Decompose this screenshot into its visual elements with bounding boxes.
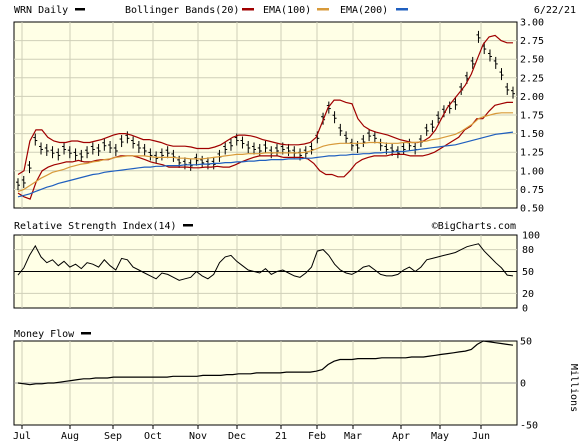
ema100-label: EMA(100) bbox=[263, 5, 311, 16]
money-flow-series-group bbox=[17, 340, 514, 386]
ema200-label: EMA(200) bbox=[340, 5, 388, 16]
money-flow-y-tick-label: 50 bbox=[520, 337, 532, 348]
x-tick-label: Sep bbox=[104, 431, 122, 442]
price-y-tick-label: 1.25 bbox=[520, 148, 544, 159]
symbol-label: WRN Daily bbox=[14, 5, 68, 16]
rsi-series-group bbox=[17, 243, 514, 281]
price-legend-swatch bbox=[75, 8, 85, 11]
bollinger-legend-swatch bbox=[242, 8, 254, 11]
ema100-line bbox=[17, 112, 513, 193]
ema100-legend-swatch bbox=[317, 8, 329, 11]
price-y-tick-label: 2.75 bbox=[520, 36, 544, 47]
price-y-tick-label: 2.50 bbox=[520, 55, 544, 66]
price-y-tick-label: 0.50 bbox=[520, 204, 544, 215]
rsi-y-tick-label: 100 bbox=[522, 231, 540, 242]
money-flow-line bbox=[17, 340, 514, 386]
x-tick-label: Dec bbox=[228, 431, 246, 442]
x-tick-label: Jul bbox=[13, 431, 31, 442]
x-tick-label: 21 bbox=[275, 431, 287, 442]
x-tick-label: Mar bbox=[344, 431, 362, 442]
rsi-y-tick-label: 0 bbox=[522, 304, 528, 315]
price-y-tick-label: 1.75 bbox=[520, 111, 544, 122]
x-tick-label: Aug bbox=[61, 431, 79, 442]
ema200-legend-swatch bbox=[396, 8, 408, 11]
rsi-legend-swatch bbox=[183, 224, 193, 227]
x-tick-label: Feb bbox=[308, 431, 326, 442]
rsi-line bbox=[17, 243, 514, 281]
price-y-tick-label: 2.00 bbox=[520, 92, 544, 103]
money-flow-y-tick-label: 0 bbox=[520, 379, 526, 390]
price-y-tick-label: 1.00 bbox=[520, 166, 544, 177]
watermark: ©BigCharts.com bbox=[432, 221, 516, 232]
x-tick-label: Apr bbox=[392, 431, 410, 442]
x-tick-label: May bbox=[431, 431, 449, 442]
price-y-tick-label: 2.25 bbox=[520, 73, 544, 84]
ema200-line bbox=[17, 131, 514, 198]
money-flow-ylabel: Millions bbox=[568, 364, 579, 412]
rsi-y-ticks: 100 80 50 20 0 bbox=[522, 231, 540, 315]
x-tick-label: Nov bbox=[189, 431, 207, 442]
money-flow-legend-swatch bbox=[81, 332, 91, 335]
money-flow-title: Money Flow bbox=[14, 329, 75, 340]
bollinger-lower bbox=[17, 101, 513, 200]
price-y-tick-label: 3.00 bbox=[520, 18, 544, 29]
bollinger-upper bbox=[17, 34, 513, 176]
x-tick-label: Jun bbox=[472, 431, 490, 442]
price-y-tick-label: 1.50 bbox=[520, 129, 544, 140]
rsi-grid bbox=[14, 235, 517, 308]
money-flow-y-tick-label: -50 bbox=[520, 421, 538, 432]
x-axis: Jul Aug Sep Oct Nov Dec 21 Feb Mar Apr May Jun bbox=[13, 425, 490, 442]
chart-date: 6/22/21 bbox=[534, 5, 576, 16]
rsi-y-tick-label: 80 bbox=[522, 245, 534, 256]
rsi-y-tick-label: 50 bbox=[522, 267, 534, 278]
money-flow-grid bbox=[14, 341, 517, 425]
x-tick-label: Oct bbox=[144, 431, 162, 442]
price-y-ticks: 3.00 2.75 2.50 2.25 2.00 1.75 1.50 1.25 1.00 0.75… bbox=[520, 18, 544, 215]
price-series-group bbox=[16, 30, 515, 200]
rsi-title: Relative Strength Index(14) bbox=[14, 221, 177, 232]
rsi-y-tick-label: 20 bbox=[522, 289, 534, 300]
bollinger-label: Bollinger Bands(20) bbox=[125, 5, 239, 16]
money-flow-y-ticks: 50 0 -50 bbox=[520, 337, 538, 432]
price-y-tick-label: 0.75 bbox=[520, 185, 544, 196]
